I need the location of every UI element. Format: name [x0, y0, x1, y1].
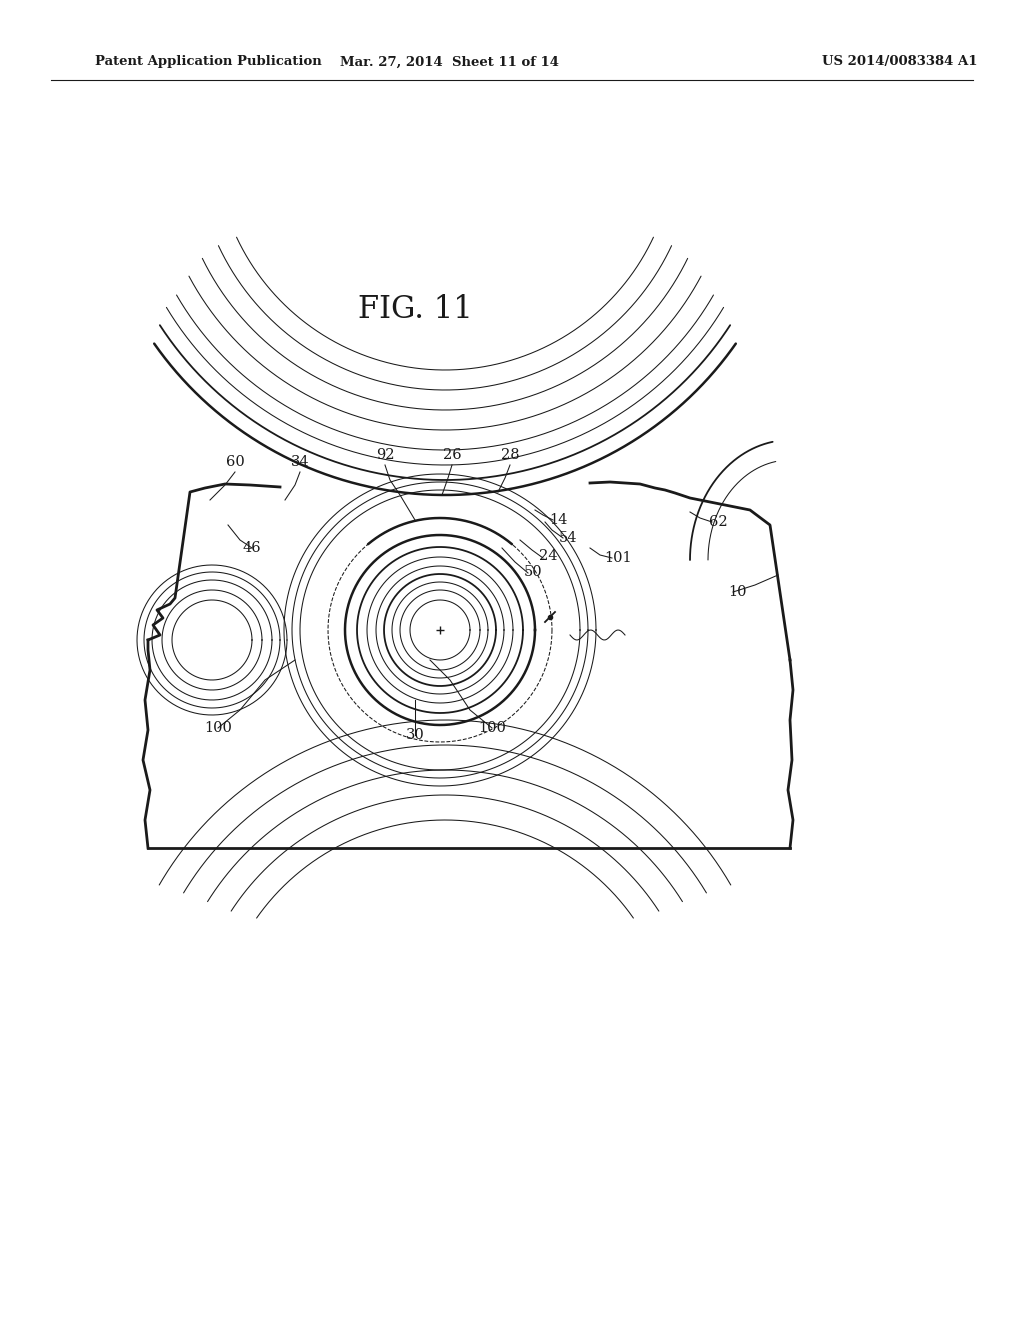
Text: FIG. 11: FIG. 11 — [357, 294, 472, 326]
Text: 34: 34 — [291, 455, 309, 469]
Text: 28: 28 — [501, 447, 519, 462]
Text: 10: 10 — [729, 585, 748, 599]
Text: 30: 30 — [406, 729, 424, 742]
Text: 54: 54 — [559, 531, 578, 545]
Text: 100: 100 — [204, 721, 232, 735]
Text: 62: 62 — [709, 515, 727, 529]
Text: 26: 26 — [442, 447, 462, 462]
Text: 24: 24 — [539, 549, 557, 564]
Text: 100: 100 — [478, 721, 506, 735]
Text: Mar. 27, 2014  Sheet 11 of 14: Mar. 27, 2014 Sheet 11 of 14 — [341, 55, 559, 69]
Text: US 2014/0083384 A1: US 2014/0083384 A1 — [822, 55, 978, 69]
Text: 60: 60 — [225, 455, 245, 469]
Text: 92: 92 — [376, 447, 394, 462]
Text: Patent Application Publication: Patent Application Publication — [95, 55, 322, 69]
Circle shape — [412, 602, 468, 657]
Text: 101: 101 — [604, 550, 632, 565]
Text: 14: 14 — [549, 513, 567, 527]
Text: 46: 46 — [243, 541, 261, 554]
Text: 50: 50 — [523, 565, 543, 579]
